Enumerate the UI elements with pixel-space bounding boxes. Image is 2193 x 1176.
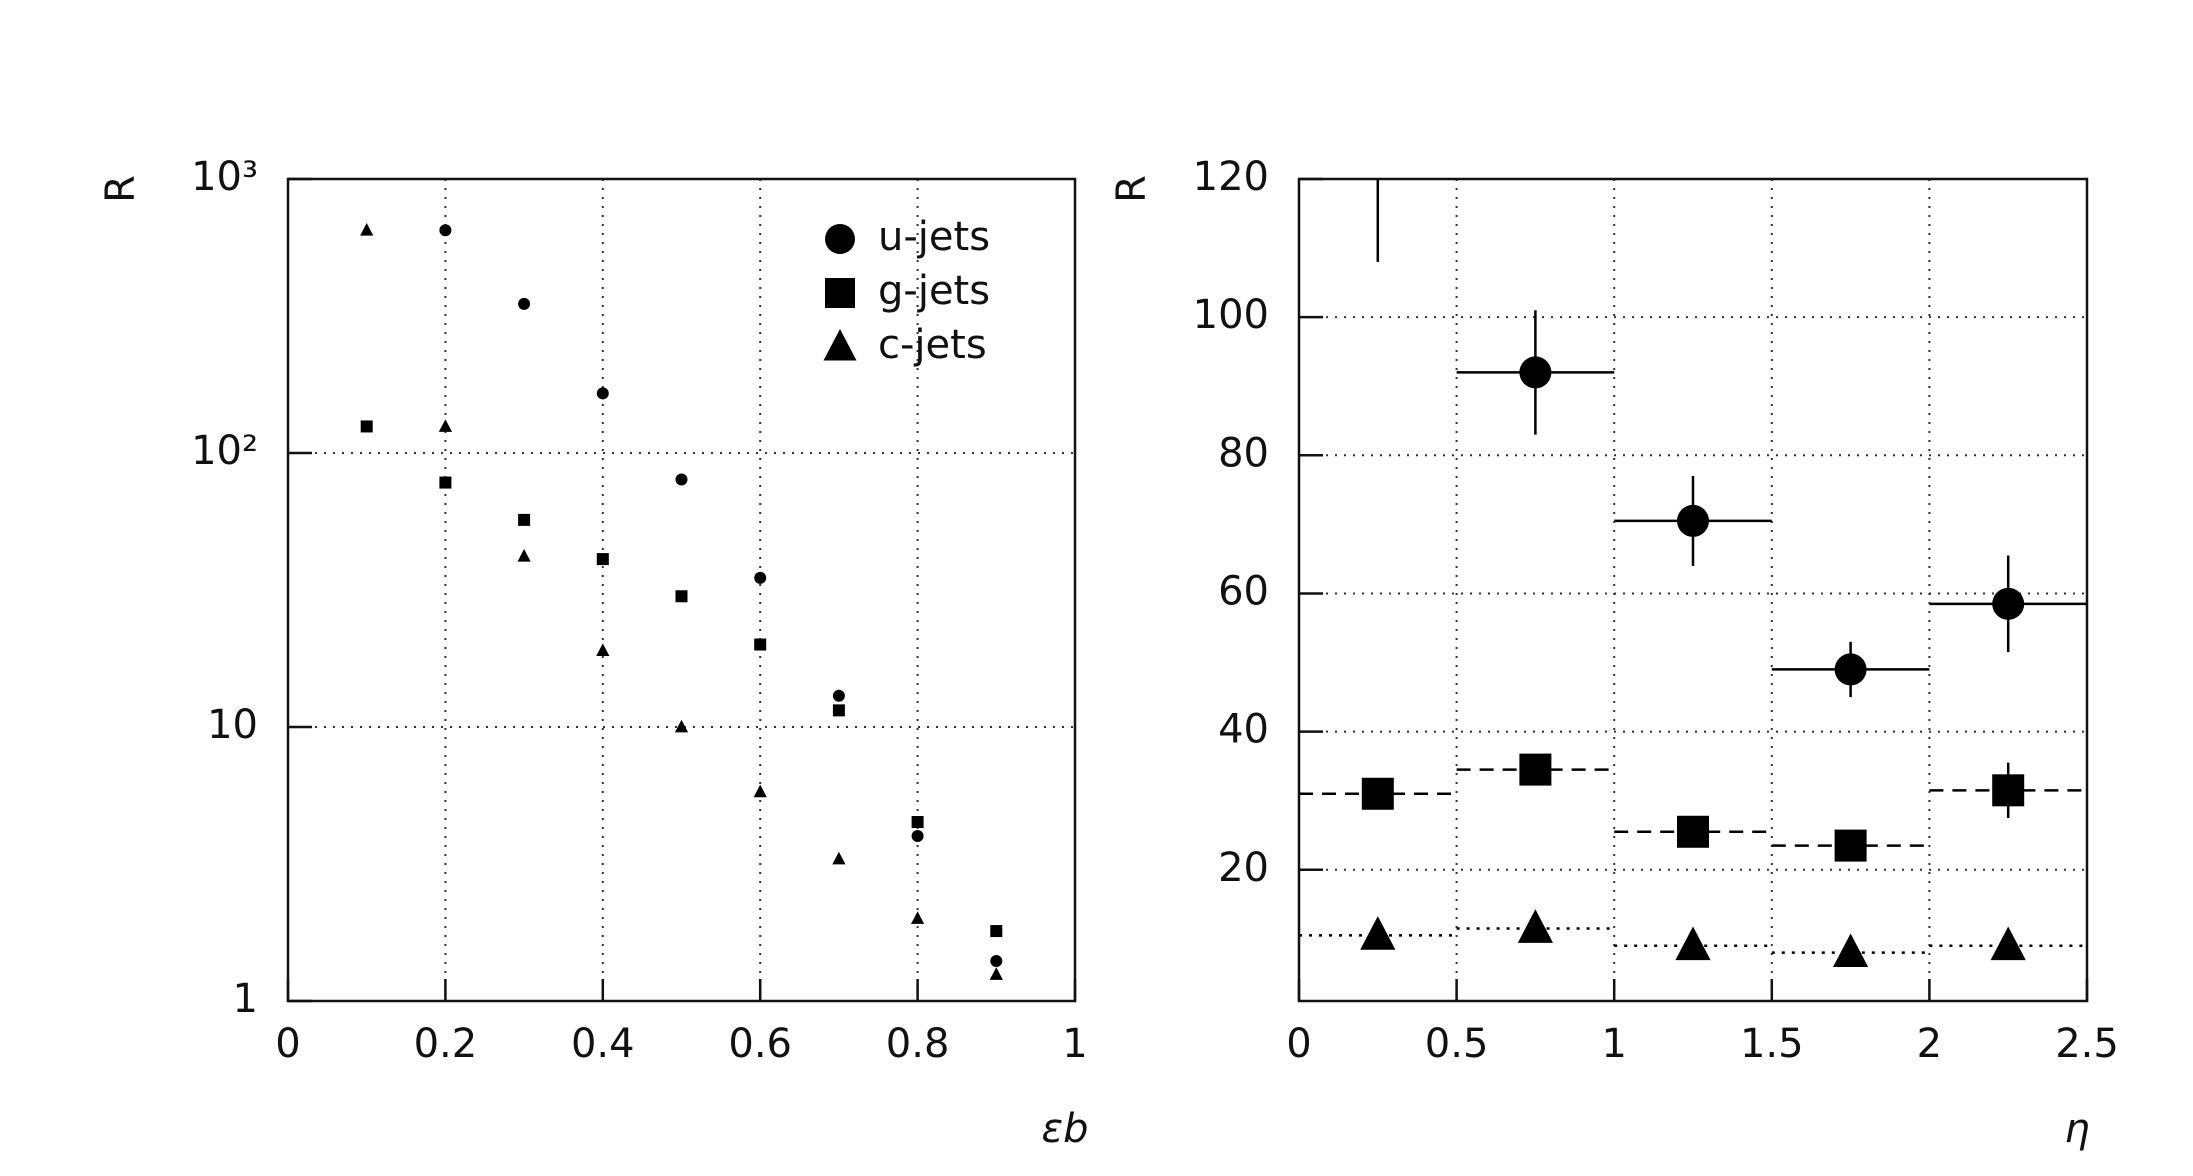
marker	[360, 223, 374, 236]
marker	[596, 643, 610, 657]
marker	[674, 719, 689, 733]
marker	[989, 967, 1003, 980]
marker	[911, 816, 924, 829]
x-tick-label: 0.6	[728, 1021, 792, 1067]
marker	[1677, 815, 1709, 848]
marker	[360, 420, 373, 433]
x-axis-label: η	[2064, 1106, 2089, 1152]
marker	[1834, 653, 1867, 686]
y-tick-label: 120	[1193, 154, 1269, 200]
marker	[1675, 926, 1711, 961]
marker	[1992, 587, 2025, 620]
marker	[596, 553, 609, 566]
marker	[1362, 128, 1394, 160]
marker	[1361, 777, 1394, 810]
marker	[518, 513, 531, 526]
marker	[911, 911, 925, 924]
marker	[1360, 916, 1396, 950]
marker	[754, 638, 767, 651]
legend-marker	[825, 224, 855, 254]
marker	[1519, 753, 1552, 786]
legend-marker	[825, 278, 855, 308]
y-tick-label: 100	[1193, 292, 1269, 338]
plot-frame	[1297, 177, 2089, 1003]
legend-label: u-jets	[878, 214, 990, 260]
marker	[675, 473, 688, 486]
x-tick-label: 0.5	[1425, 1021, 1489, 1067]
x-tick-label: 2.5	[2055, 1021, 2119, 1067]
marker	[439, 224, 452, 237]
x-tick-label: 1.5	[1740, 1021, 1804, 1067]
x-tick-label: 0	[275, 1021, 300, 1067]
marker	[1992, 774, 2025, 807]
marker	[990, 925, 1003, 938]
x-axis-label: εb	[1041, 1106, 1088, 1152]
legend-label: c-jets	[878, 322, 987, 368]
y-tick-label: 10	[207, 702, 258, 748]
marker	[1517, 909, 1553, 943]
x-tick-label: 0	[1286, 1021, 1311, 1067]
chart: 0 0.2 0.4 0.6 0.8 1 1 10 10² 10³ Rεb u-jets g-jets c-…	[98, 154, 1089, 1152]
chart: 0 0.5 1 1.5 2 2.5 20 40 60 80 100 120 Rη	[1109, 128, 2119, 1152]
y-tick-label: 10²	[191, 428, 258, 474]
marker	[832, 851, 846, 865]
y-tick-label: 80	[1218, 430, 1269, 476]
y-tick-label: 60	[1218, 568, 1269, 614]
plot-frame	[286, 177, 1077, 1003]
marker	[517, 549, 531, 562]
marker	[753, 784, 767, 798]
marker	[1833, 933, 1869, 968]
x-tick-label: 0.2	[414, 1021, 478, 1067]
x-tick-label: 1	[1601, 1021, 1626, 1067]
marker	[1834, 829, 1867, 862]
marker	[754, 571, 767, 584]
marker	[911, 830, 924, 843]
y-tick-label: 10³	[191, 154, 258, 200]
y-tick-label: 40	[1218, 707, 1269, 753]
x-tick-label: 2	[1917, 1021, 1942, 1067]
x-tick-label: 1	[1062, 1021, 1087, 1067]
marker	[1990, 926, 2026, 961]
marker	[675, 590, 688, 603]
y-axis-label: R	[98, 175, 144, 203]
y-tick-label: 20	[1218, 845, 1269, 891]
marker	[596, 387, 609, 400]
x-tick-label: 0.8	[886, 1021, 950, 1067]
y-axis-label: R	[1109, 175, 1155, 203]
marker	[832, 704, 845, 717]
marker	[832, 689, 845, 702]
x-tick-label: 0.4	[571, 1021, 635, 1067]
marker	[1519, 356, 1552, 389]
legend-label: g-jets	[878, 268, 990, 314]
marker	[439, 476, 452, 489]
plot-area	[1299, 128, 2087, 968]
marker	[1677, 504, 1709, 537]
marker	[518, 297, 531, 310]
legend-marker	[823, 329, 857, 361]
marker	[438, 419, 452, 432]
marker	[990, 954, 1003, 967]
y-tick-label: 1	[233, 976, 258, 1022]
